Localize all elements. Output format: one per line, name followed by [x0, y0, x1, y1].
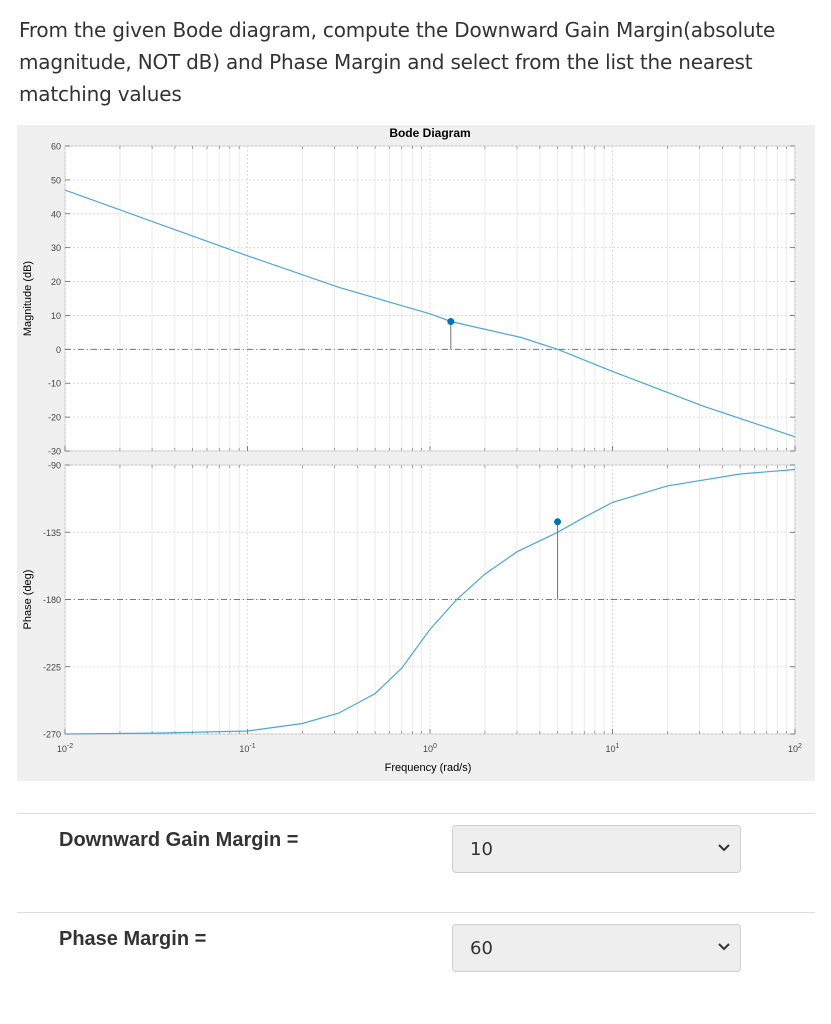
bode-chart: Bode Diagram6050403020100-10-20-30Magnit…	[17, 125, 815, 781]
x-tick-label: 10-1	[239, 743, 255, 754]
answer-divider-middle	[17, 912, 815, 913]
magnitude-y-tick-label: 60	[51, 142, 61, 152]
magnitude-y-axis-label: Magnitude (dB)	[22, 261, 34, 336]
magnitude-y-tick-label: 10	[51, 311, 61, 321]
magnitude-y-tick-label: -30	[48, 447, 61, 457]
phase-y-axis-label: Phase (deg)	[22, 570, 34, 630]
x-tick-label: 10-2	[57, 743, 73, 754]
magnitude-margin-marker	[447, 318, 455, 326]
chart-title: Bode Diagram	[389, 126, 470, 140]
phase-y-tick-label: -180	[43, 595, 61, 605]
chevron-down-icon	[718, 844, 730, 852]
question-text: From the given Bode diagram, compute the…	[19, 18, 776, 106]
x-tick-label: 100	[423, 743, 437, 754]
phase-y-tick-label: -90	[48, 461, 61, 471]
phase-margin-select[interactable]: 60	[452, 924, 741, 972]
phase-margin-marker	[554, 518, 562, 526]
magnitude-y-tick-label: 40	[51, 209, 61, 219]
answer-divider-top	[17, 813, 815, 814]
phase-series-line	[64, 468, 796, 735]
phase-y-tick-label: -270	[43, 730, 61, 740]
magnitude-y-tick-label: 50	[51, 175, 61, 185]
magnitude-y-tick-label: 20	[51, 277, 61, 287]
phase-margin-label: Phase Margin =	[59, 928, 207, 950]
gain-margin-select[interactable]: 10	[452, 825, 741, 873]
magnitude-y-tick-label: 30	[51, 243, 61, 253]
chevron-down-icon	[718, 943, 730, 951]
magnitude-y-tick-label: -20	[48, 413, 61, 423]
gain-margin-label: Downward Gain Margin =	[59, 829, 299, 851]
phase-y-tick-label: -225	[43, 662, 61, 672]
magnitude-y-tick-label: -10	[48, 379, 61, 389]
x-tick-label: 102	[788, 743, 802, 754]
magnitude-y-tick-label: 0	[56, 345, 61, 355]
phase-y-tick-label: -135	[43, 528, 61, 538]
x-tick-label: 101	[606, 743, 620, 754]
x-axis-label: Frequency (rad/s)	[385, 762, 472, 774]
phase-margin-selected-value: 60	[470, 938, 493, 959]
bode-figure: Bode Diagram 60 50 40 30 20 10 0 -10 -20 -30 Magnit…	[17, 125, 815, 781]
gain-margin-selected-value: 10	[470, 839, 493, 860]
